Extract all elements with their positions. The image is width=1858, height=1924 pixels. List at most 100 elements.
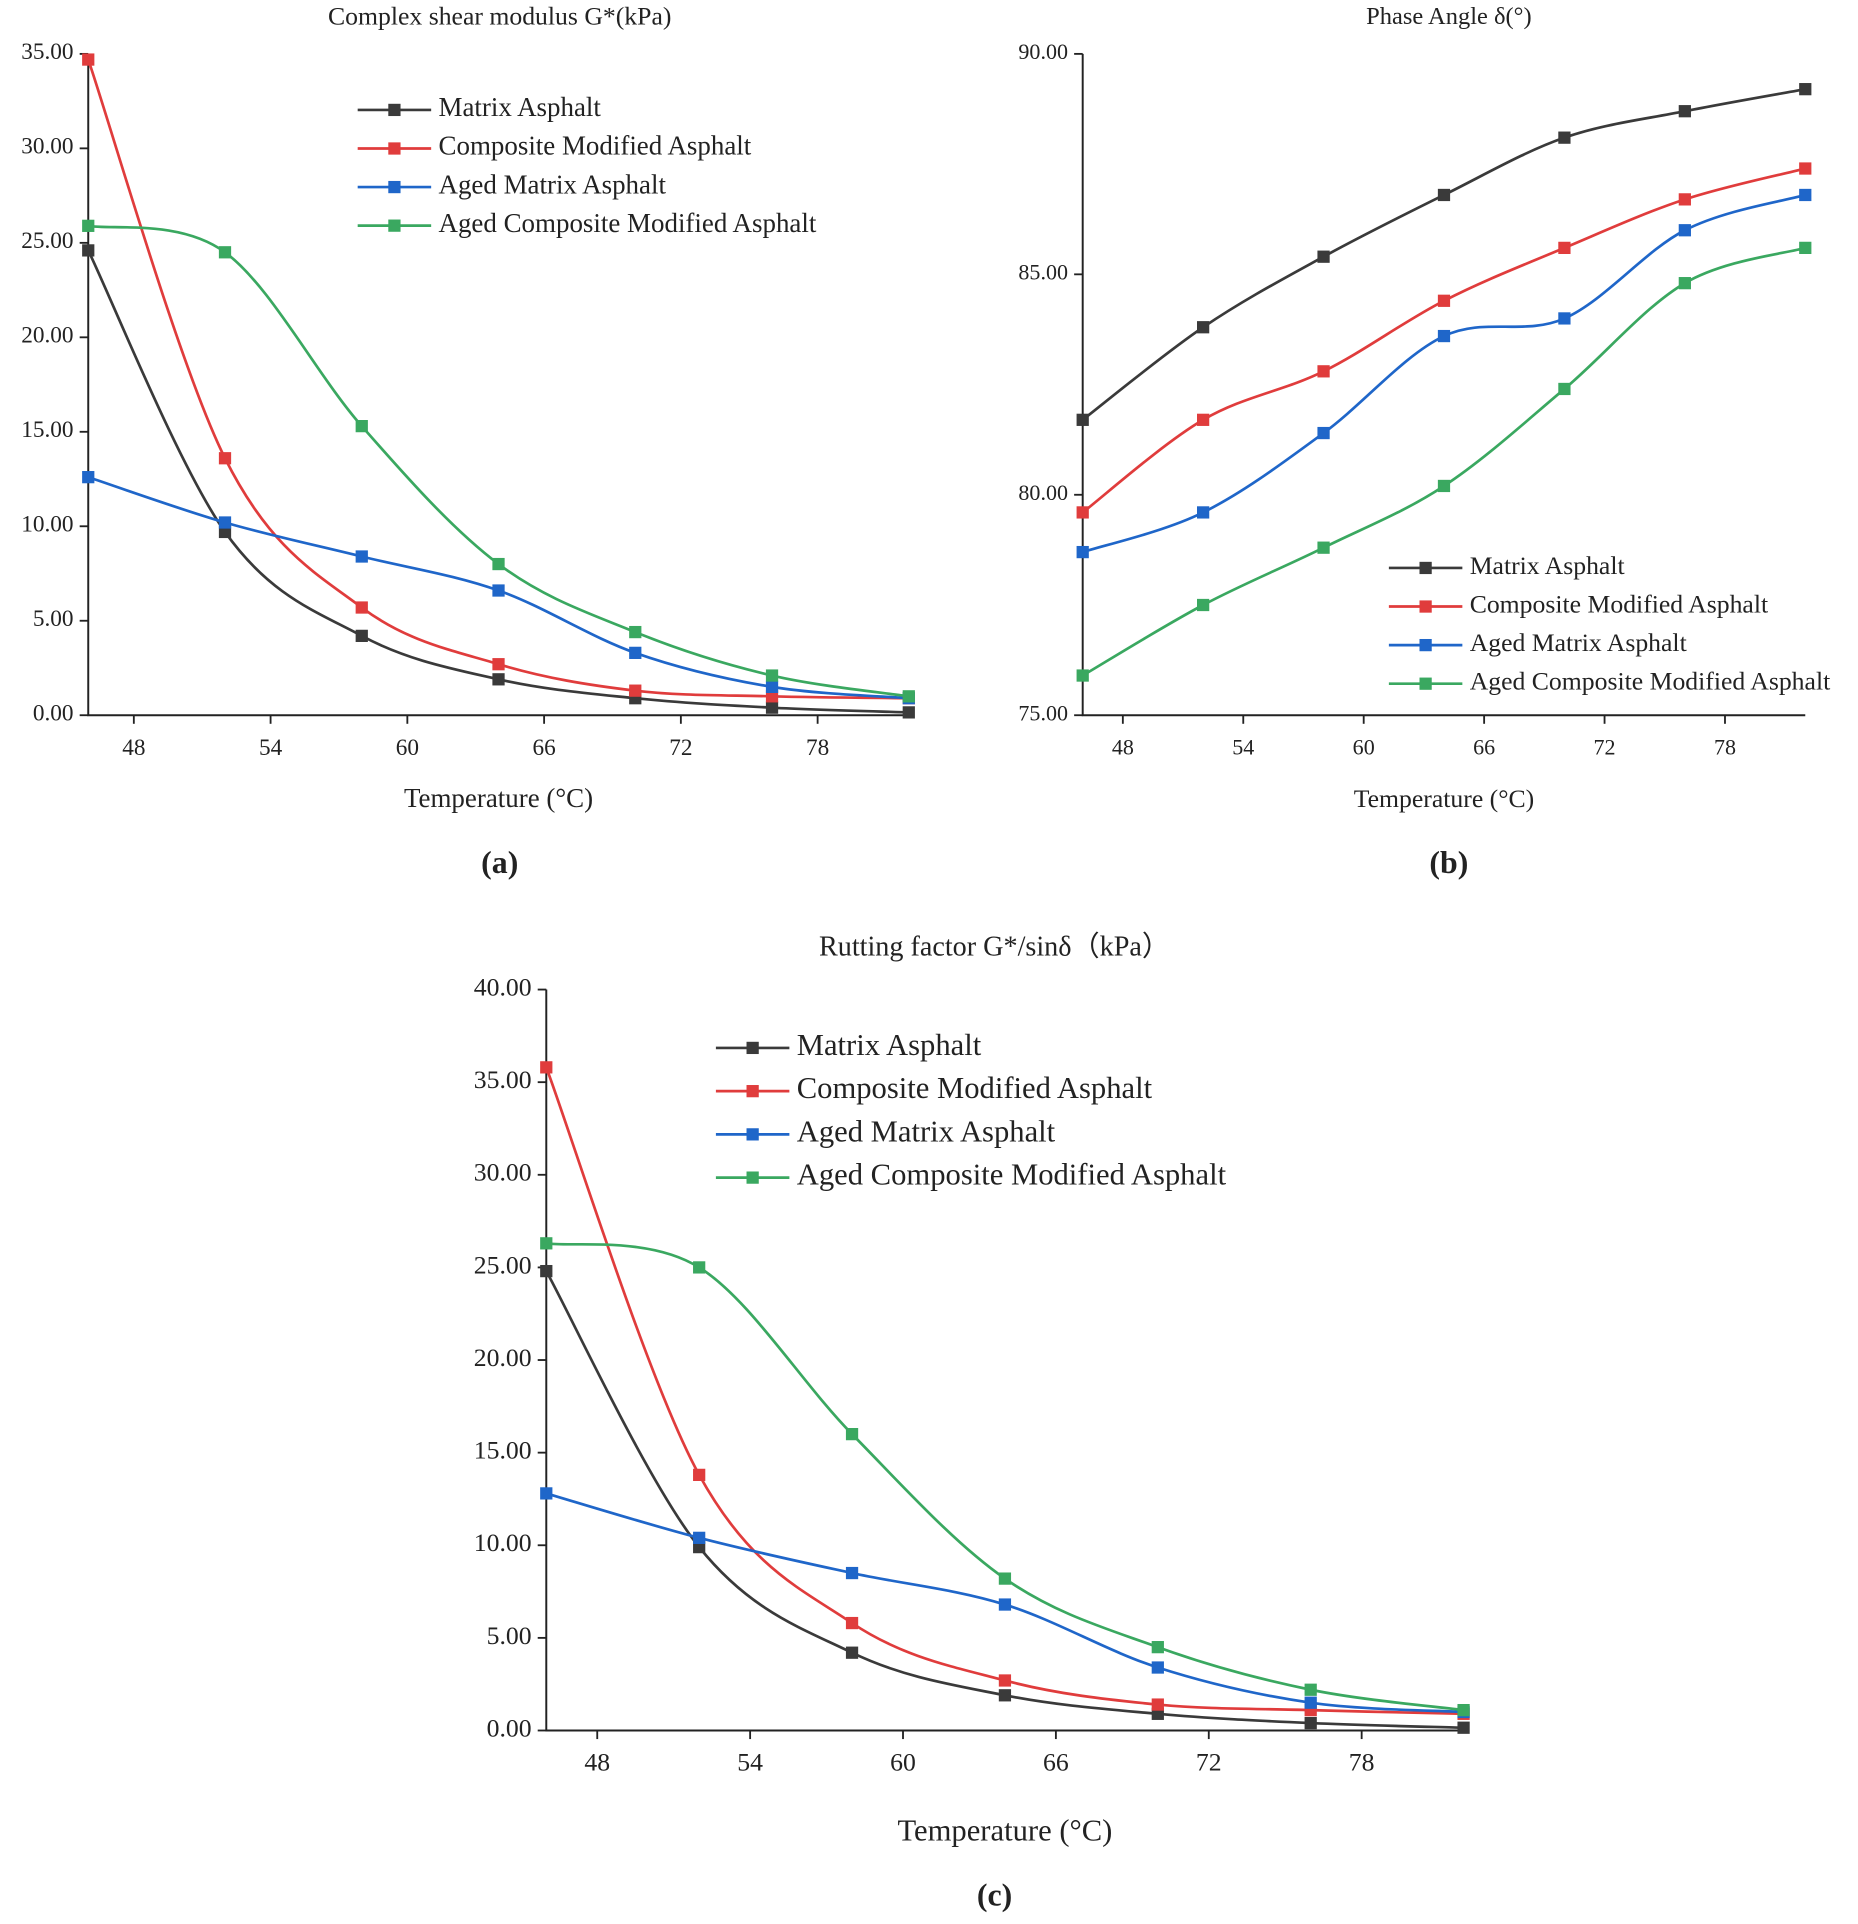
legend-marker [746,1041,759,1055]
data-point [1151,1661,1164,1674]
y-tick-label: 25.00 [474,1250,532,1279]
y-tick-label: 15.00 [21,417,73,443]
data-point [355,550,368,563]
data-point [1304,1716,1317,1730]
data-point [1151,1707,1164,1720]
data-point [540,1061,553,1074]
data-point [355,601,368,614]
data-point [540,1487,553,1500]
chart: Rutting factor G*/sinδ（kPa） 0.00 5.00 10.00… [474,931,1470,1913]
data-point [845,1616,859,1630]
legend-marker [746,1128,759,1141]
y-tick-label: 80.00 [1018,480,1068,505]
x-tick-label: 78 [1714,735,1736,760]
legend-label: Composite Modified Asphalt [1470,589,1768,618]
legend-marker [388,103,401,117]
legend-marker [1419,600,1432,613]
panel-label: (a) [481,845,518,880]
x-tick-label: 66 [1043,1748,1069,1777]
y-tick-label: 30.00 [21,134,73,160]
x-tick-label: 60 [1353,735,1375,760]
data-point [540,1264,553,1278]
data-point [1678,224,1691,237]
data-point [82,471,95,484]
y-tick-label: 0.00 [487,1713,532,1742]
legend-marker [388,219,401,232]
legend-marker [746,1085,759,1098]
data-point [1076,669,1089,682]
data-point [1151,1698,1164,1711]
y-tick-label: 5.00 [33,606,74,632]
data-point [902,690,915,703]
x-tick-label: 66 [1473,735,1495,760]
chart-title: Complex shear modulus G*(kPa) [328,1,671,30]
legend-marker [746,1171,759,1184]
legend-label: Aged Composite Modified Asphalt [797,1158,1227,1192]
y-tick-label: 35.00 [21,39,73,65]
data-point [492,658,505,671]
x-tick-label: 54 [1232,735,1254,760]
data-point [82,219,95,232]
data-point [693,1540,706,1554]
series-line [545,1270,1464,1730]
data-point [355,420,368,433]
data-point [492,557,505,571]
data-point [1799,83,1812,96]
data-point [1317,250,1330,263]
data-point [1558,312,1571,325]
data-point [1678,193,1691,206]
data-point [765,680,779,694]
x-tick-label: 48 [122,735,145,761]
data-point [902,706,915,719]
x-axis-label: Temperature (°C) [897,1813,1112,1847]
series-line [545,1066,1464,1716]
legend-label: Aged Composite Modified Asphalt [1470,667,1831,696]
x-tick-label: 54 [737,1748,763,1777]
data-point [1799,241,1812,255]
y-tick-label: 15.00 [474,1436,532,1465]
y-tick-label: 5.00 [487,1621,532,1650]
y-tick-label: 20.00 [474,1343,532,1372]
y-tick-label: 90.00 [1018,39,1068,64]
data-point [1799,162,1812,175]
legend-label: Aged Matrix Asphalt [797,1114,1056,1148]
data-point [1317,541,1330,554]
data-point [998,1689,1012,1702]
data-point [1197,321,1210,334]
data-point [1076,413,1089,426]
legend-label: Aged Matrix Asphalt [1470,628,1687,657]
data-point [82,53,95,66]
x-axis-label: Temperature (°C) [404,783,593,813]
data-point [1437,188,1451,202]
data-point [1076,545,1089,559]
legend-label: Matrix Asphalt [1470,551,1625,580]
y-tick-label: 20.00 [21,323,73,349]
series-line [1082,193,1806,554]
data-point [1317,426,1330,440]
data-point [1678,105,1691,118]
data-point [218,246,232,259]
legend-marker [1419,677,1432,690]
data-point [1317,365,1330,378]
data-point [1678,277,1691,290]
data-point [693,1531,706,1544]
data-point [1558,131,1571,144]
data-point [765,669,779,682]
data-point [540,1237,553,1250]
data-point [1304,1683,1317,1696]
x-tick-label: 78 [806,735,829,761]
data-point [845,1566,859,1580]
data-point [82,244,95,257]
chart: Phase Angle δ(°) 75.00 80.00 85.00 90.00 48 54… [1018,3,1830,880]
legend-marker [388,180,401,194]
legend-marker [388,142,401,155]
data-point [998,1572,1012,1585]
x-axis-label: Temperature (°C) [1354,784,1534,813]
x-tick-label: 60 [396,735,419,761]
series-line [546,1241,1464,1712]
data-point [765,690,779,703]
data-point [218,525,232,539]
legend-marker [1419,638,1432,652]
data-point [845,1427,859,1441]
